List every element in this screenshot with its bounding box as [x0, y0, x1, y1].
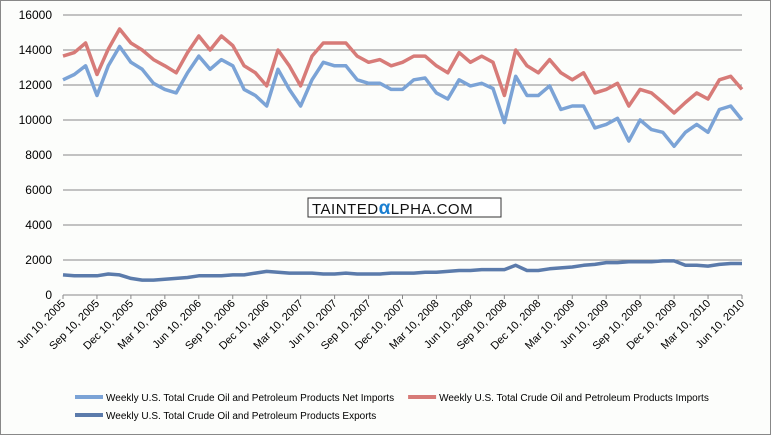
y-tick-label: 0: [45, 288, 52, 302]
svg-text:TAINTEDαLPHA.COM: TAINTEDαLPHA.COM: [312, 198, 473, 219]
watermark-logo: TAINTEDαLPHA.COM: [307, 197, 502, 219]
y-tick-label: 6000: [25, 183, 52, 197]
y-tick-label: 16000: [19, 8, 53, 22]
y-tick-label: 14000: [19, 43, 53, 57]
legend-label: Weekly U.S. Total Crude Oil and Petroleu…: [106, 411, 376, 422]
series-line-0: [62, 44, 744, 149]
y-tick-label: 8000: [25, 148, 52, 162]
series-line-1: [62, 27, 744, 115]
y-tick-label: 12000: [19, 78, 53, 92]
y-tick-label: 10000: [19, 113, 53, 127]
legend-label: Weekly U.S. Total Crude Oil and Petroleu…: [106, 393, 394, 404]
series-line-2: [62, 259, 742, 282]
y-tick-label: 2000: [25, 253, 52, 267]
watermark-prefix: TAINTED: [312, 201, 379, 218]
y-tick-label: 4000: [25, 218, 52, 232]
watermark-suffix: LPHA.COM: [391, 201, 473, 218]
watermark-alpha: α: [379, 198, 391, 219]
legend-label: Weekly U.S. Total Crude Oil and Petroleu…: [439, 393, 709, 404]
